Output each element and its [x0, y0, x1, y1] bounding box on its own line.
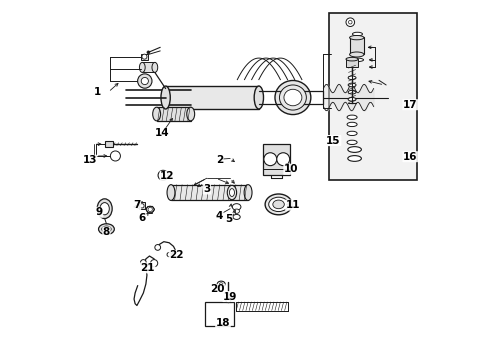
Circle shape	[158, 170, 168, 180]
Circle shape	[225, 298, 230, 303]
Ellipse shape	[152, 107, 160, 121]
Ellipse shape	[244, 185, 251, 201]
Ellipse shape	[264, 194, 291, 215]
Ellipse shape	[347, 147, 361, 152]
Circle shape	[346, 18, 354, 27]
Ellipse shape	[347, 90, 355, 94]
Text: 17: 17	[402, 100, 417, 110]
Text: 15: 15	[325, 136, 340, 145]
Bar	[156, 107, 190, 121]
Ellipse shape	[99, 224, 114, 234]
Ellipse shape	[229, 189, 234, 197]
Ellipse shape	[346, 140, 356, 144]
Circle shape	[141, 77, 148, 85]
Text: 18: 18	[215, 319, 230, 328]
Ellipse shape	[268, 197, 288, 212]
Circle shape	[167, 252, 171, 257]
Bar	[140, 54, 148, 59]
Text: 9: 9	[96, 207, 102, 217]
Circle shape	[110, 151, 120, 161]
Text: 19: 19	[223, 292, 237, 302]
Text: 20: 20	[210, 284, 224, 294]
Text: 15: 15	[325, 136, 340, 145]
Circle shape	[150, 260, 158, 267]
Circle shape	[147, 51, 149, 54]
Bar	[171, 185, 247, 201]
Text: 22: 22	[169, 250, 183, 260]
Text: 14: 14	[154, 129, 169, 138]
Bar	[263, 144, 290, 175]
Ellipse shape	[139, 62, 145, 72]
Circle shape	[148, 207, 152, 212]
Text: 3: 3	[203, 184, 210, 194]
Text: 2: 2	[215, 155, 223, 165]
Ellipse shape	[219, 283, 223, 285]
Bar	[204, 302, 233, 326]
Bar	[142, 62, 155, 72]
Ellipse shape	[284, 89, 301, 106]
Text: 11: 11	[285, 200, 300, 210]
Ellipse shape	[217, 281, 224, 287]
Ellipse shape	[161, 86, 170, 109]
Circle shape	[142, 54, 147, 59]
Ellipse shape	[233, 215, 240, 220]
Ellipse shape	[347, 98, 355, 101]
Text: 10: 10	[284, 164, 298, 174]
Ellipse shape	[232, 204, 241, 210]
Bar	[104, 141, 112, 147]
Circle shape	[140, 204, 144, 208]
Circle shape	[161, 173, 165, 177]
Ellipse shape	[346, 122, 356, 127]
Ellipse shape	[346, 57, 357, 61]
Ellipse shape	[349, 52, 363, 57]
Circle shape	[276, 153, 289, 166]
Ellipse shape	[347, 76, 355, 80]
Text: 12: 12	[160, 171, 174, 181]
Text: 4: 4	[215, 211, 223, 221]
Ellipse shape	[272, 200, 284, 209]
Ellipse shape	[349, 58, 363, 62]
Circle shape	[137, 74, 152, 88]
Text: 8: 8	[102, 227, 110, 237]
Circle shape	[155, 244, 160, 250]
Ellipse shape	[349, 36, 363, 40]
Ellipse shape	[186, 107, 194, 121]
Bar	[328, 13, 416, 180]
Text: 13: 13	[82, 155, 97, 165]
Bar	[139, 202, 145, 210]
Ellipse shape	[100, 203, 109, 215]
Ellipse shape	[102, 226, 111, 232]
Text: 16: 16	[402, 152, 417, 162]
Ellipse shape	[274, 81, 310, 114]
Circle shape	[140, 260, 146, 265]
Circle shape	[264, 153, 276, 166]
Bar	[346, 59, 357, 67]
Ellipse shape	[97, 199, 112, 219]
Ellipse shape	[347, 83, 355, 87]
Text: 5: 5	[224, 215, 231, 224]
Ellipse shape	[346, 131, 356, 135]
Ellipse shape	[279, 85, 306, 110]
Ellipse shape	[146, 206, 154, 213]
Circle shape	[348, 21, 351, 24]
Ellipse shape	[233, 209, 239, 213]
Text: 7: 7	[133, 200, 141, 210]
Text: 6: 6	[139, 213, 145, 222]
Ellipse shape	[167, 185, 175, 201]
Ellipse shape	[227, 185, 236, 200]
Ellipse shape	[152, 62, 158, 72]
Ellipse shape	[352, 32, 362, 36]
Bar	[349, 37, 363, 54]
Ellipse shape	[346, 115, 356, 120]
Text: 1: 1	[94, 87, 101, 97]
Ellipse shape	[347, 156, 361, 161]
Ellipse shape	[254, 86, 263, 109]
Text: 21: 21	[140, 263, 155, 273]
Bar	[165, 86, 258, 109]
